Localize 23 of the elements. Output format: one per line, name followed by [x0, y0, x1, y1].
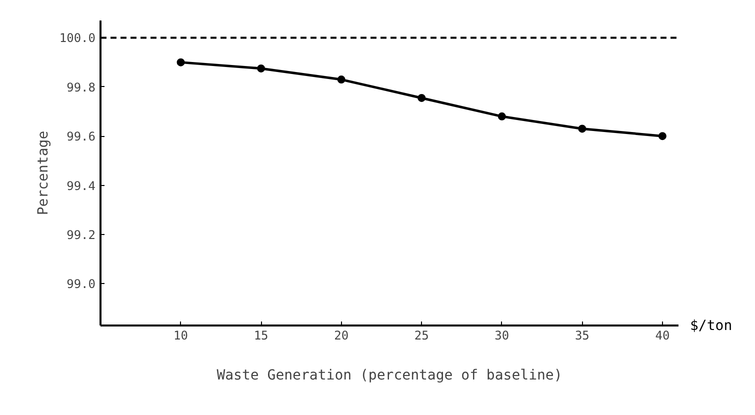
point [418, 94, 426, 102]
x-tick-label: 25 [414, 328, 429, 342]
y-tick-label: 99.6 [66, 130, 96, 144]
point [176, 58, 185, 66]
text: $/ton [690, 317, 732, 336]
y-tick-label: 100.0 [59, 31, 96, 46]
x-tick-label: 15 [254, 328, 268, 342]
point [337, 76, 346, 84]
y-tick-label: 99.4 [66, 178, 96, 193]
y-axis-title: Percentage [35, 130, 52, 216]
point [658, 132, 666, 140]
x-tick-label: 30 [494, 328, 510, 342]
x-tick-label: 40 [655, 328, 670, 342]
x-tick-label: 20 [334, 328, 349, 342]
y-tick-label: 99.8 [66, 80, 96, 94]
y-tick-label: 99.0 [66, 277, 96, 292]
y-tick-label: 99.2 [66, 228, 96, 242]
point [578, 124, 586, 133]
point [257, 64, 266, 72]
x-axis-title: Waste Generation (percentage of baseline) [216, 368, 562, 384]
x-tick-label: 10 [174, 328, 188, 342]
x-tick-label: 35 [574, 328, 590, 342]
point [498, 112, 506, 120]
